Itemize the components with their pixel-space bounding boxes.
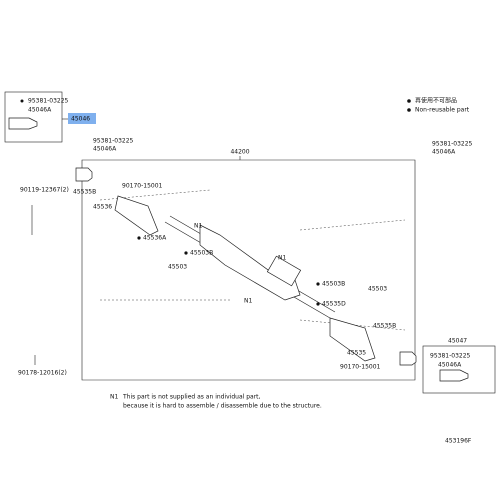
part-label: 45503B — [190, 250, 213, 257]
tie-rod-end — [75, 167, 93, 182]
part-label: 45535D — [322, 301, 346, 308]
part-label: 95381-03225 — [93, 138, 134, 145]
part-label: 90170-15001 — [340, 364, 381, 371]
part-label: 45046A — [438, 362, 462, 369]
part-label: 45535 — [347, 350, 366, 357]
part-label: 45536A — [143, 235, 167, 242]
rack-housing — [199, 224, 301, 301]
legend-text: 再使用不可部品 — [415, 97, 457, 105]
bullet — [316, 282, 320, 286]
note-text: because it is hard to assemble / disasse… — [123, 403, 322, 410]
part-label: 44200 — [230, 149, 249, 156]
part-label: 95381-03225 — [430, 353, 471, 360]
part-box — [4, 91, 63, 143]
part-label: 45536 — [93, 204, 112, 211]
highlight — [68, 113, 96, 124]
tie-rod-end — [399, 351, 417, 366]
part-label: 45046A — [432, 149, 456, 156]
part-label: 45503 — [368, 286, 387, 293]
part-label: N1 — [278, 255, 286, 262]
note-mark: N1 — [110, 394, 118, 401]
part-box — [422, 345, 496, 394]
diagram-code: 453196F — [445, 438, 472, 445]
bullet — [316, 302, 320, 306]
part-label: 45535B — [373, 323, 396, 330]
part-label: 45503 — [168, 264, 187, 271]
bullet — [137, 236, 141, 240]
bullet — [407, 99, 411, 103]
boot — [114, 195, 159, 236]
part-label: 90119-12367(2) — [20, 187, 69, 194]
assembly-frame — [81, 159, 416, 381]
bullet — [407, 108, 411, 112]
part-label: 45535B — [73, 189, 96, 196]
part-label: N1 — [194, 223, 202, 230]
guide — [99, 189, 406, 331]
part-label: 90178-12016(2) — [18, 370, 67, 377]
part-label: 45503B — [322, 281, 345, 288]
selected-part[interactable]: 45046 — [71, 116, 90, 123]
bullet — [20, 99, 24, 103]
pinion — [266, 255, 302, 287]
legend-text: Non-reusable part — [415, 107, 470, 114]
part-label: 95381-03225 — [28, 98, 69, 105]
part-label: 45046A — [28, 107, 52, 114]
boot — [329, 317, 376, 362]
bullet — [184, 251, 188, 255]
part-label: 45046A — [93, 146, 117, 153]
tie-rod-end — [8, 117, 38, 130]
part-label: 90170-15001 — [122, 183, 163, 190]
part-label: 45047 — [448, 338, 467, 345]
part-label: N1 — [244, 298, 252, 305]
part-label: 95381-03225 — [432, 141, 473, 148]
tie-rod-end — [439, 369, 469, 382]
note-text: This part is not supplied as an individu… — [122, 394, 261, 401]
